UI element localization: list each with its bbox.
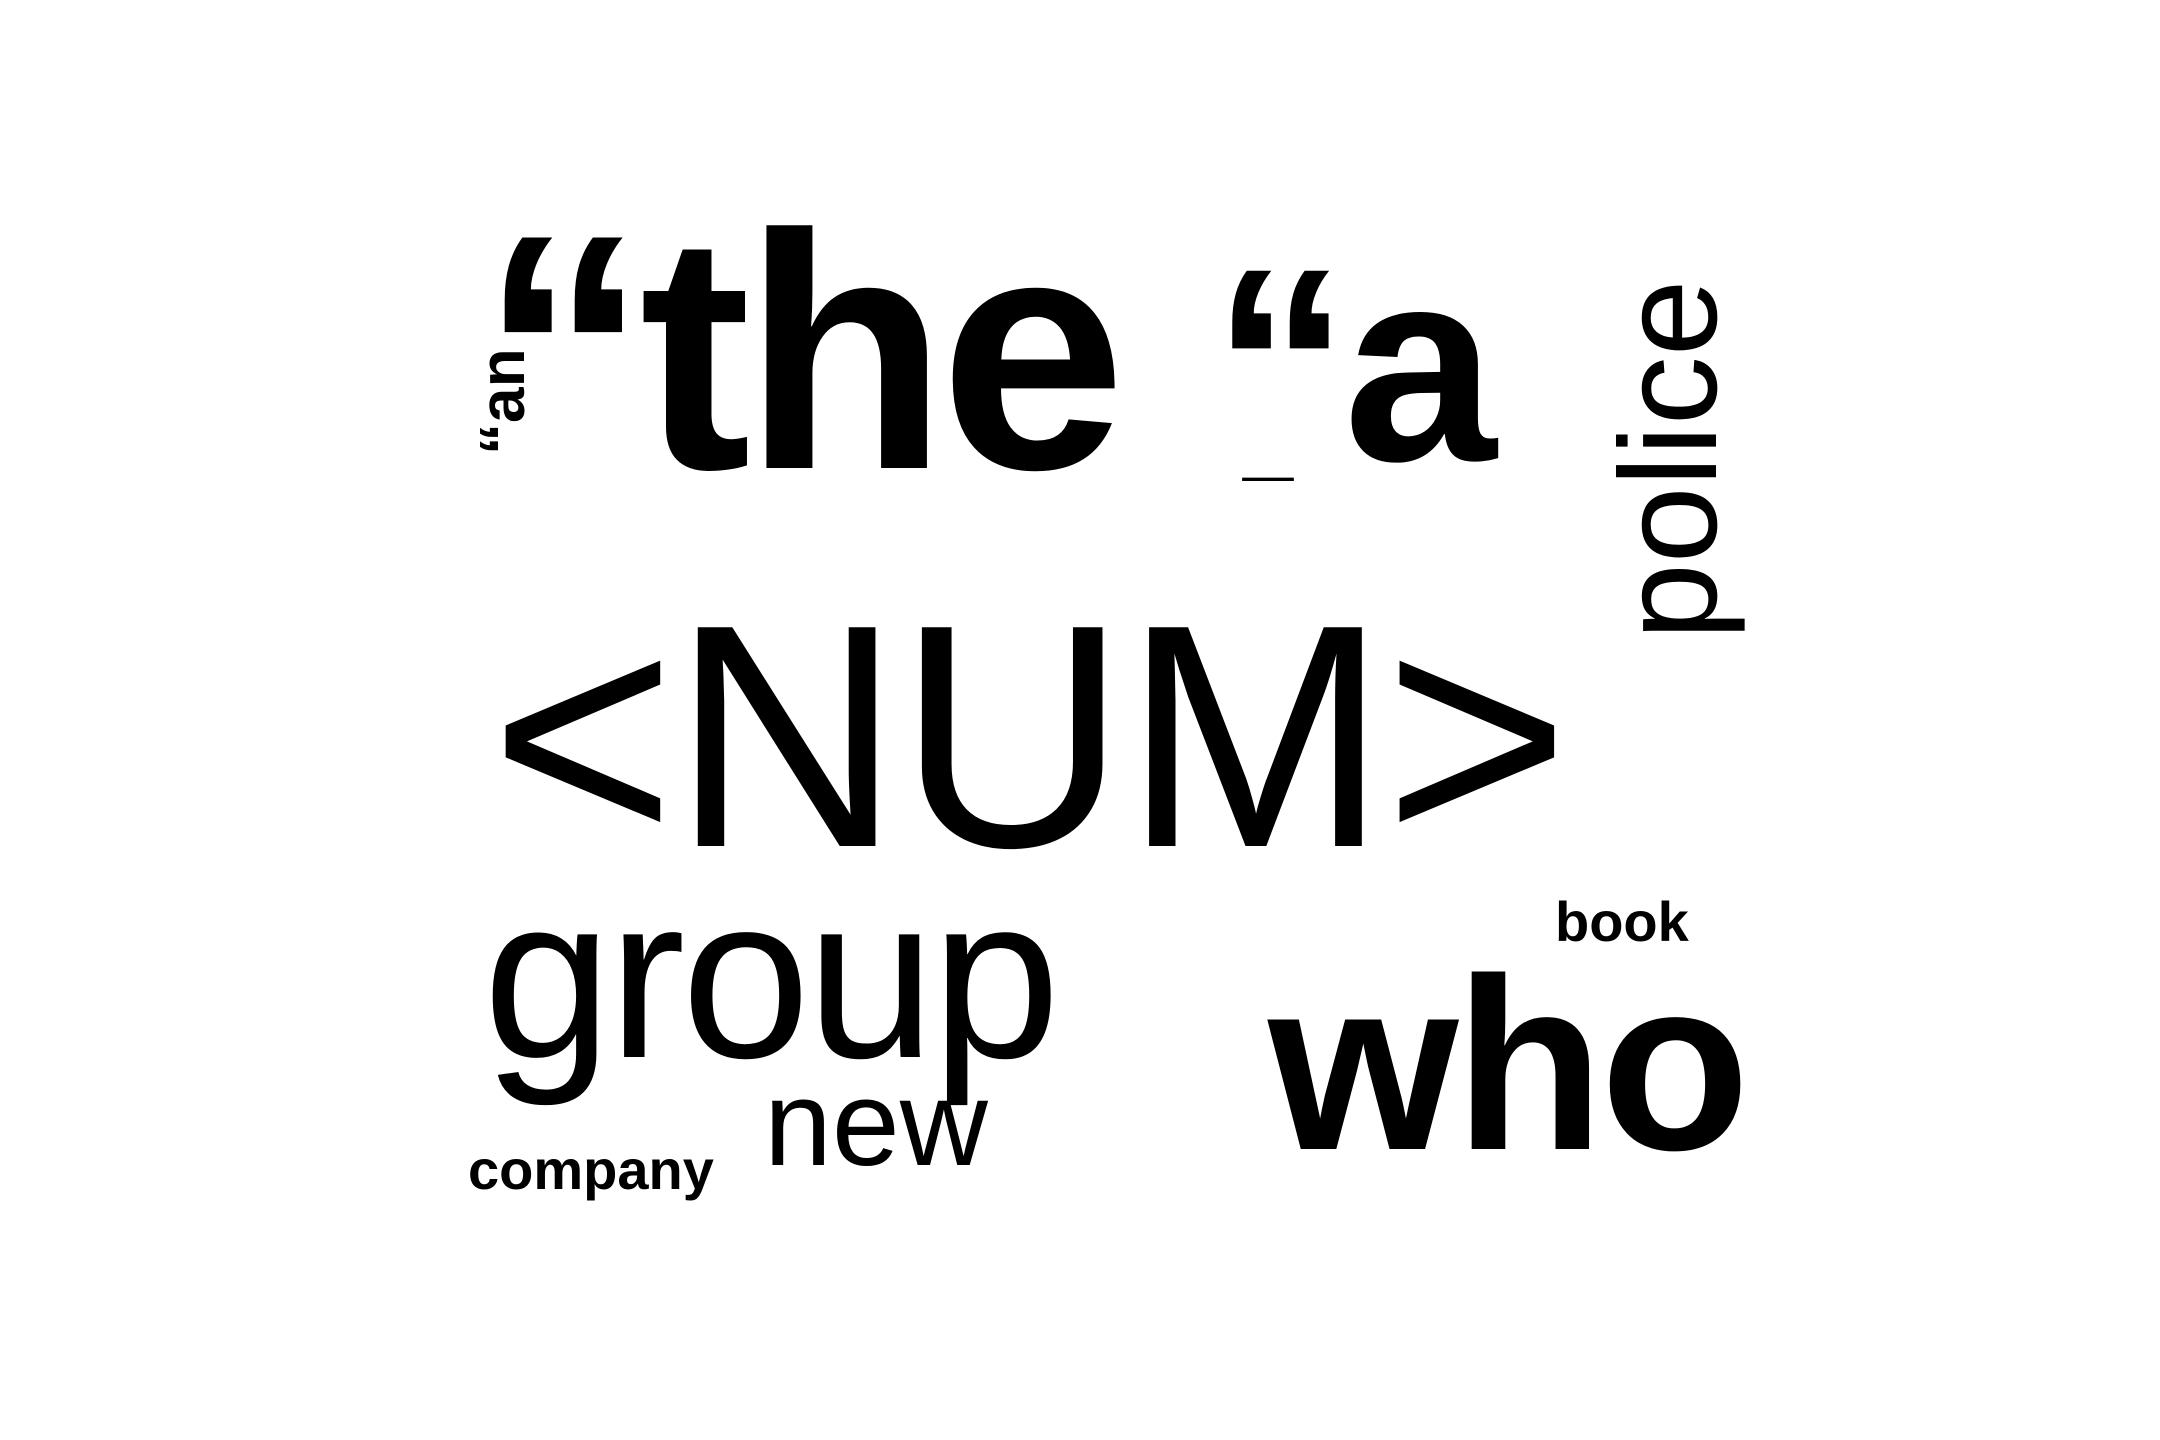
word-book: book [1555,890,1689,953]
word-num: <NUM> [490,559,1570,914]
word-a: “a [1212,212,1496,519]
word-police: police [1592,279,1746,640]
word-new: new [764,1055,988,1191]
word-an: “an [466,348,538,455]
word-the: “the [480,165,1126,539]
word-company: company [468,1138,714,1201]
word-who: who [1268,927,1750,1201]
word-group: group [483,848,1060,1107]
word-underscore: _ [1243,390,1294,490]
